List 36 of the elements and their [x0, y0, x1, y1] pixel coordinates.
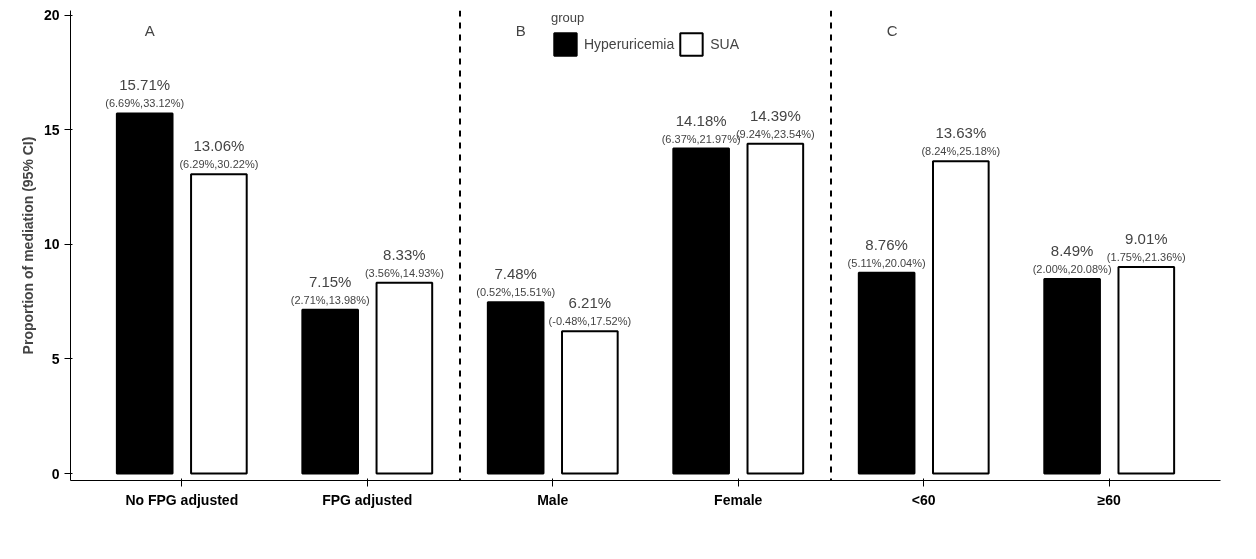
legend-label: Hyperuricemia — [583, 36, 675, 52]
bar — [561, 330, 619, 475]
bar — [1117, 266, 1176, 475]
x-tick-label: FPG adjusted — [322, 491, 413, 508]
data-label: 8.33% (3.56%,14.93%) — [364, 245, 444, 279]
annotation: A — [144, 21, 155, 39]
data-label: 13.06% (6.29%,30.22%) — [179, 137, 259, 171]
data-label: 15.71% (6.69%,33.12%) — [105, 76, 185, 110]
legend-title: group — [550, 10, 586, 25]
data-label: 8.76% (5.11%,20.04%) — [847, 235, 926, 269]
bar — [1043, 277, 1101, 475]
y-tick-label: 20 — [43, 7, 60, 24]
y-tick-label: 0 — [51, 465, 60, 482]
legend-label: SUA — [710, 36, 740, 52]
bar — [932, 160, 990, 475]
y-tick-label: 5 — [51, 350, 60, 367]
y-axis-title: Proportion of mediation (95% CI) — [19, 136, 36, 355]
annotation: B — [515, 21, 526, 39]
y-tick-label: 15 — [43, 121, 60, 138]
x-tick-label: ≥60 — [1097, 491, 1122, 508]
x-tick-label: No FPG adjusted — [125, 491, 239, 508]
bar — [375, 281, 434, 475]
y-tick-label: 10 — [43, 236, 60, 253]
data-label: 13.63% (8.24%,25.18%) — [921, 124, 1001, 158]
x-tick-label: Female — [714, 491, 763, 508]
x-tick-label: <60 — [911, 491, 936, 508]
data-label: 9.01% (1.75%,21.36%) — [1106, 230, 1186, 264]
bar — [115, 112, 174, 475]
bar — [301, 308, 359, 475]
x-tick-label: Male — [537, 491, 569, 508]
annotation: C — [886, 21, 898, 39]
bar — [857, 271, 916, 475]
bar — [190, 173, 248, 475]
bar — [746, 142, 805, 475]
bar — [486, 301, 545, 475]
bar — [672, 147, 730, 475]
